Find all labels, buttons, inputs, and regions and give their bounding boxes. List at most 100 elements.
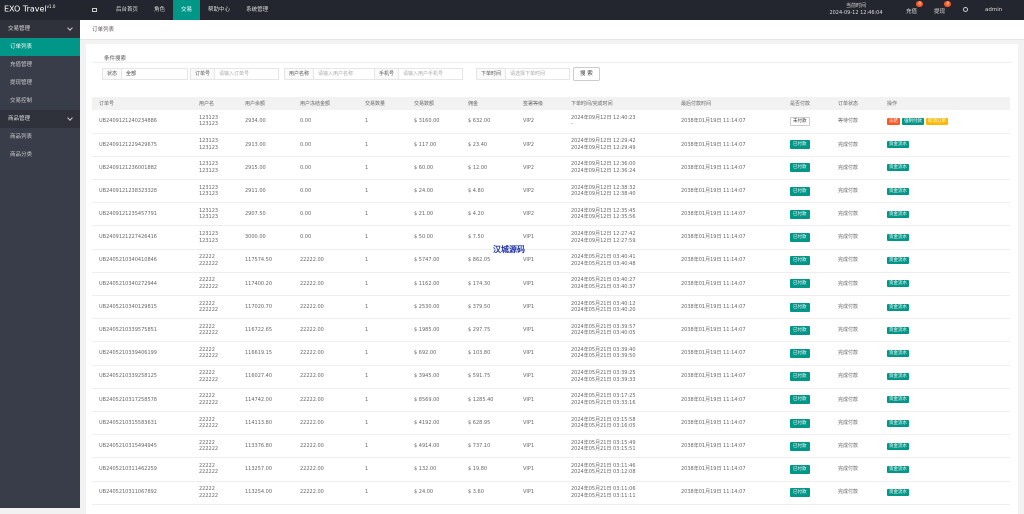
nav-item[interactable]: 系统管理 xyxy=(246,7,269,13)
menu-item[interactable]: 订单列表 xyxy=(0,38,80,56)
table-cell: 2907.50 xyxy=(238,202,293,227)
table-cell: 0.00 xyxy=(293,110,358,134)
action-button[interactable]: 资金流水 xyxy=(887,234,909,242)
menu-item[interactable]: 提现管理 xyxy=(10,80,33,86)
action-button[interactable]: 资金流水 xyxy=(887,396,909,404)
cell-line: 2024年05月21日 03:40:37 xyxy=(571,283,636,290)
table-cell: 114742.00 xyxy=(238,388,293,412)
recharge-badge: 0 xyxy=(916,1,924,7)
table-cell: 0.00 xyxy=(293,156,358,181)
action-button[interactable]: 资金流水 xyxy=(887,303,909,311)
cell-line: 222222 xyxy=(199,330,219,337)
table-cell: 资金流水 xyxy=(880,249,1010,273)
cell-line: 123123 xyxy=(199,121,219,128)
action-button[interactable]: 资金流水 xyxy=(887,442,909,450)
action-button[interactable]: 资金流水 xyxy=(887,373,909,381)
table-cell: 已付款 xyxy=(783,295,831,320)
table-cell: 123123 123123 xyxy=(192,179,238,204)
nav-item[interactable]: 帮助中心 xyxy=(208,7,231,13)
cell-line: 2024年05月21日 03:15:51 xyxy=(571,446,636,453)
cell-line: 22222 xyxy=(199,300,215,307)
table-cell: 2038年01月19日 11:14:07 xyxy=(674,411,783,436)
action-button[interactable]: 资金流水 xyxy=(887,141,909,149)
field-input[interactable]: 请选择下单时间 xyxy=(506,68,571,80)
table-cell: 22222.00 xyxy=(293,388,358,412)
pay-badge: 已付款 xyxy=(790,163,810,173)
field-input[interactable]: 请输入用户名称 xyxy=(314,68,379,80)
nav-item[interactable]: 后台首页 xyxy=(116,7,139,13)
search-title: 条件搜索 xyxy=(104,56,127,62)
table-cell: 已付款 xyxy=(783,457,831,482)
cell-line: 2024年05月21日 03:40:12 xyxy=(571,300,636,307)
pay-badge: 已付款 xyxy=(790,325,810,335)
search-button-text[interactable]: 搜 索 xyxy=(580,71,593,77)
nav-item[interactable]: 交易 xyxy=(173,0,201,20)
cell-line: 123123 xyxy=(199,138,219,145)
table-row: UB2409121229429675 123123 123123 2913.00 0.0… xyxy=(92,133,1010,157)
menu-item[interactable]: 交易控制 xyxy=(10,98,33,104)
pay-badge: 已付款 xyxy=(790,372,810,382)
table-cell: $ 50.00 xyxy=(407,225,461,250)
table-row: UB2405210340410846 22222 222222 117574.50 22… xyxy=(92,249,1010,273)
action-button[interactable]: 强制付款 xyxy=(902,117,924,125)
cell-line: 2024年05月21日 03:39:50 xyxy=(571,353,636,360)
pay-badge: 已付款 xyxy=(790,256,810,266)
field-input[interactable]: 请输入订单号 xyxy=(215,68,280,80)
table-cell: $ 4.80 xyxy=(461,179,516,204)
cell-line: 2024年05月21日 03:12:08 xyxy=(571,469,636,476)
version: v1.0 xyxy=(46,4,56,9)
table-cell: 完成付款 xyxy=(831,295,880,320)
action-button[interactable]: 取消订单 xyxy=(926,117,948,125)
menu-item[interactable]: 商品列表 xyxy=(10,134,33,140)
table-cell: 117020.70 xyxy=(238,295,293,320)
table-cell: $ 7.50 xyxy=(461,225,516,250)
recharge-link[interactable]: 充值 0 xyxy=(906,1,924,15)
table-cell: 资金流水 xyxy=(880,411,1010,436)
action-button[interactable]: 资金流水 xyxy=(887,210,909,218)
table-cell: 2915.00 xyxy=(238,156,293,181)
refresh-icon[interactable] xyxy=(963,7,968,12)
cell-line: 2024年09月12日 12:38:40 xyxy=(571,191,636,198)
table-cell: VIP2 xyxy=(516,156,564,181)
action-button[interactable]: 资金流水 xyxy=(887,419,909,427)
menu-item[interactable]: 充值管理 xyxy=(10,62,33,68)
withdraw[interactable]: 提现 xyxy=(934,9,946,15)
cell-line: 2024年09月12日 12:35:45 xyxy=(571,207,636,214)
recharge[interactable]: 充值 xyxy=(906,9,918,15)
action-button[interactable]: 资金流水 xyxy=(887,465,909,473)
table-cell: UB2405210339258125 xyxy=(92,365,192,389)
action-button[interactable]: 冻结 xyxy=(887,117,900,125)
field-input[interactable]: 请输入用户手机号 xyxy=(399,68,464,80)
table-cell: 完成付款 xyxy=(831,202,880,227)
nav-item[interactable]: 角色 xyxy=(154,7,166,13)
menu-toggle[interactable] xyxy=(84,0,108,20)
table-cell: VIP2 xyxy=(516,202,564,227)
status-select[interactable]: 全部 xyxy=(122,68,189,80)
action-button[interactable]: 资金流水 xyxy=(887,187,909,195)
user[interactable]: admin xyxy=(985,7,1003,13)
table-cell: VIP1 xyxy=(516,434,564,459)
action-button[interactable]: 资金流水 xyxy=(887,349,909,357)
action-button[interactable]: 资金流水 xyxy=(887,280,909,288)
table-cell: 0.00 xyxy=(293,202,358,227)
withdraw-link[interactable]: 提现 0 xyxy=(934,1,952,15)
table-cell: 22222 222222 xyxy=(192,272,238,297)
user-menu[interactable]: admin xyxy=(985,7,1002,13)
table-cell: UB2405210340410846 xyxy=(92,249,192,273)
search-button[interactable]: 搜 索 xyxy=(573,67,600,81)
table-cell: UB2409121235457791 xyxy=(92,202,192,227)
table-cell: VIP1 xyxy=(516,341,564,366)
action-button[interactable]: 资金流水 xyxy=(887,257,909,265)
top-bar: EXO Travelv1.0 后台首页 角色 交易 帮助中心 系统管理 当前时间 2024… xyxy=(0,0,1024,20)
cell-line: 22222 xyxy=(199,439,215,446)
menu-group[interactable]: 商品管理 xyxy=(0,110,80,128)
action-button[interactable]: 资金流水 xyxy=(887,164,909,172)
table-cell: 2038年01月19日 11:14:07 xyxy=(674,202,783,227)
table-cell: 资金流水 xyxy=(880,179,1010,204)
menu-item[interactable]: 商品分类 xyxy=(10,152,33,158)
action-button[interactable]: 资金流水 xyxy=(887,326,909,334)
menu-group[interactable]: 交易管理 xyxy=(0,20,80,38)
nav: 后台首页 角色 交易 帮助中心 系统管理 xyxy=(84,0,276,20)
pay-badge: 已付款 xyxy=(790,441,810,451)
action-button[interactable]: 资金流水 xyxy=(887,489,909,497)
